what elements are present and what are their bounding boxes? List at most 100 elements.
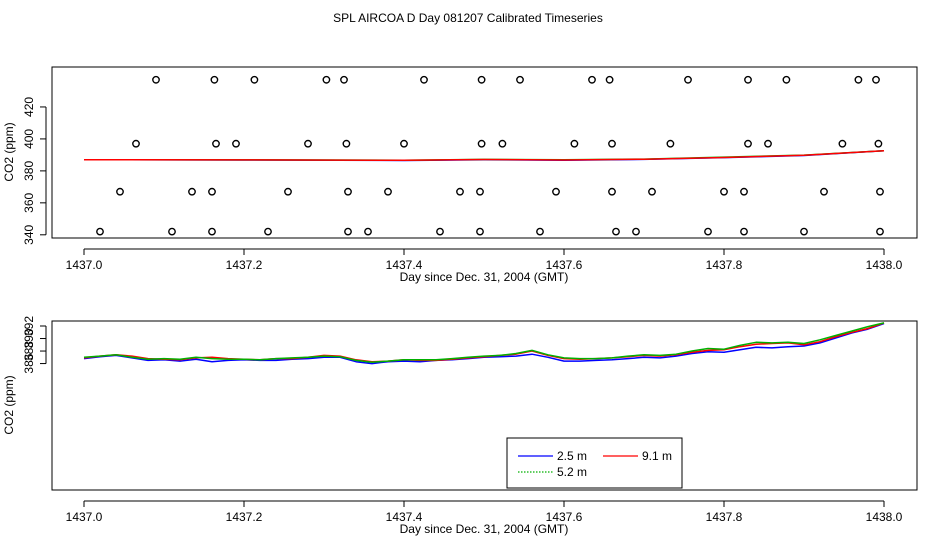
scatter-point	[854, 75, 863, 84]
legend-label-5-2m: 5.2 m	[557, 465, 587, 479]
scatter-point	[208, 187, 216, 196]
scatter-point	[384, 187, 392, 196]
scatter-point	[744, 75, 752, 84]
scatter-point	[476, 227, 484, 236]
scatter-point	[250, 75, 259, 84]
y-tick-label: 400	[22, 129, 36, 149]
scatter-point	[608, 187, 616, 196]
scatter-point	[96, 227, 104, 236]
x-tick-label: 1437.2	[226, 510, 263, 524]
y-tick-label: 392	[22, 316, 36, 336]
y-tick-label: 390	[22, 328, 36, 348]
top-y-axis: 340 360 380 400 420	[22, 97, 47, 245]
top-plot-frame	[51, 66, 918, 239]
scatter-point	[872, 75, 880, 84]
scatter-point	[800, 227, 808, 236]
scatter-point	[476, 187, 484, 196]
scatter-point	[684, 75, 692, 84]
scatter-point	[516, 75, 524, 84]
scatter-point	[400, 139, 408, 148]
legend-label-9-1m: 9.1 m	[642, 449, 672, 463]
scatter-point	[608, 139, 616, 148]
x-tick-label: 1437.0	[66, 258, 103, 272]
x-tick-label: 1437.2	[226, 258, 263, 272]
scatter-point	[612, 227, 620, 236]
legend-box	[506, 437, 683, 489]
series-line-9-1-m	[83, 149, 885, 162]
chart-title: SPL AIRCOA D Day 081207 Calibrated Times…	[333, 11, 603, 25]
scatter-point	[876, 187, 884, 196]
scatter-point	[704, 227, 712, 236]
bottom-panel: 1437.0 1437.2 1437.4 1437.6 1437.8 1438.0 386…	[2, 316, 918, 536]
scatter-point	[648, 187, 656, 196]
scatter-point	[838, 139, 847, 148]
scatter-point	[876, 227, 884, 236]
x-tick-label: 1437.4	[386, 258, 423, 272]
scatter-point	[232, 139, 240, 148]
scatter-point	[116, 187, 124, 196]
scatter-point	[570, 139, 579, 148]
scatter-point	[744, 139, 752, 148]
scatter-point	[477, 75, 486, 84]
bottom-series-lines	[83, 322, 885, 365]
bottom-y-axis-label: CO2 (ppm)	[2, 375, 16, 434]
bottom-x-axis: 1437.0 1437.2 1437.4 1437.6 1437.8 1438.0	[66, 500, 903, 524]
y-tick-label: 380	[22, 161, 36, 181]
scatter-point	[340, 75, 348, 84]
scatter-point	[212, 139, 220, 148]
scatter-point	[588, 75, 596, 84]
y-tick-label: 388	[22, 341, 36, 361]
scatter-point	[740, 187, 748, 196]
top-y-axis-label: CO2 (ppm)	[2, 122, 16, 181]
x-tick-label: 1437.6	[546, 258, 583, 272]
scatter-point	[304, 139, 312, 148]
top-panel: 1437.0 1437.2 1437.4 1437.6 1437.8 1438.0 340…	[2, 66, 918, 284]
scatter-point	[632, 227, 640, 236]
top-scatter-points	[96, 75, 884, 236]
top-x-axis-label: Day since Dec. 31, 2004 (GMT)	[400, 270, 569, 284]
scatter-point	[874, 139, 883, 148]
x-tick-label: 1437.0	[66, 510, 103, 524]
scatter-point	[436, 227, 444, 236]
scatter-point	[420, 75, 428, 84]
scatter-point	[344, 187, 352, 196]
x-tick-label: 1438.0	[866, 510, 903, 524]
legend-label-2-5m: 2.5 m	[557, 449, 587, 463]
x-tick-label: 1438.0	[866, 258, 903, 272]
x-tick-label: 1437.8	[706, 510, 743, 524]
top-x-axis: 1437.0 1437.2 1437.4 1437.6 1437.8 1438.0	[66, 248, 903, 272]
scatter-point	[208, 227, 216, 236]
x-tick-label: 1437.4	[386, 510, 423, 524]
x-tick-label: 1437.8	[706, 258, 743, 272]
y-tick-label: 386	[22, 353, 36, 373]
scatter-point	[284, 187, 292, 196]
scatter-point	[456, 187, 464, 196]
scatter-point	[605, 75, 614, 84]
scatter-point	[264, 227, 272, 236]
scatter-point	[720, 187, 728, 196]
scatter-point	[666, 139, 675, 148]
scatter-point	[132, 139, 140, 148]
scatter-point	[188, 187, 196, 196]
scatter-point	[764, 139, 772, 148]
scatter-point	[552, 187, 560, 196]
scatter-point	[740, 227, 748, 236]
scatter-point	[210, 75, 219, 84]
scatter-point	[782, 75, 791, 84]
scatter-point	[344, 227, 352, 236]
scatter-point	[152, 75, 160, 84]
scatter-point	[364, 227, 372, 236]
y-tick-label: 360	[22, 193, 36, 213]
series-line-5-2-m	[83, 322, 885, 364]
bottom-x-axis-label: Day since Dec. 31, 2004 (GMT)	[400, 522, 569, 536]
legend: 2.5 m 9.1 m 5.2 m	[506, 437, 683, 489]
scatter-point	[168, 227, 176, 236]
y-tick-label: 420	[22, 97, 36, 117]
bottom-plot-frame	[51, 320, 918, 491]
scatter-point	[477, 139, 486, 148]
scatter-point	[322, 75, 331, 84]
top-series-lines	[83, 149, 885, 162]
y-tick-label: 340	[22, 224, 36, 244]
